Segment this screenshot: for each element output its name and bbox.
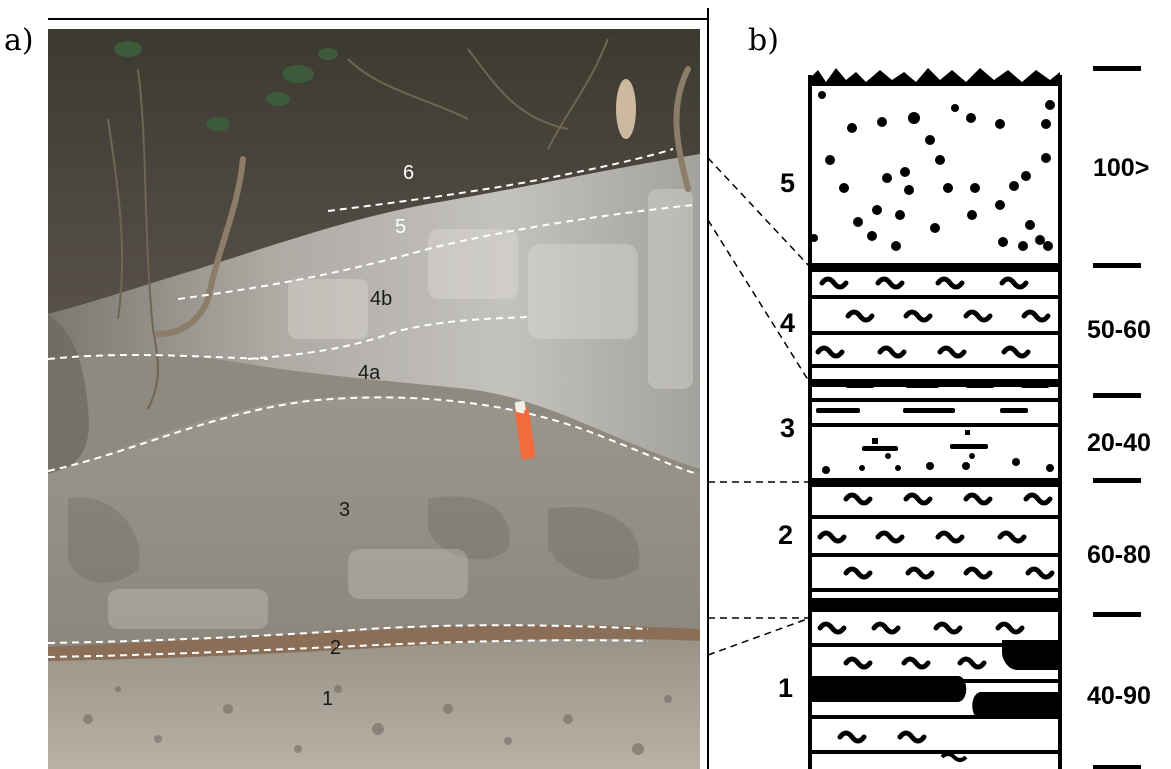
log-unit-3: 3: [780, 413, 795, 443]
photo-label-1: 1: [322, 688, 333, 710]
thickness-unit-4: 50-60: [1087, 316, 1151, 344]
top-rule: [48, 18, 708, 20]
photo-label-3: 3: [339, 499, 350, 521]
log-unit-2: 2: [778, 520, 793, 550]
photo-label-5: 5: [395, 216, 406, 238]
photo-label-6: 6: [403, 162, 414, 184]
panel-label-a: a): [4, 23, 34, 58]
unit-5-pattern: [810, 91, 1055, 251]
unit-3-pattern: [816, 408, 1054, 474]
panel-separator: [707, 8, 709, 769]
outcrop-photo: 6 5 4b 4a 3 2 1: [48, 29, 700, 769]
scale-pen: [514, 401, 536, 460]
photo-label-2: 2: [330, 637, 341, 659]
log-unit-4: 4: [780, 308, 795, 338]
thickness-unit-2: 60-80: [1087, 541, 1151, 569]
panel-label-b: b): [748, 23, 779, 58]
log-unit-5: 5: [780, 168, 795, 198]
clay-pattern: [815, 276, 1055, 744]
thickness-unit-1: 40-90: [1087, 682, 1151, 710]
thickness-ticks: [1093, 66, 1141, 769]
log-unit-1: 1: [778, 673, 793, 703]
thickness-unit-3: 20-40: [1087, 429, 1151, 457]
correlation-lines: [707, 157, 811, 656]
photo-label-4b: 4b: [370, 288, 392, 310]
unit-1-lenses: [810, 640, 1060, 762]
thickness-unit-5: 100>: [1093, 154, 1149, 182]
photo-label-4a: 4a: [358, 362, 381, 384]
log-column: [808, 68, 1062, 769]
